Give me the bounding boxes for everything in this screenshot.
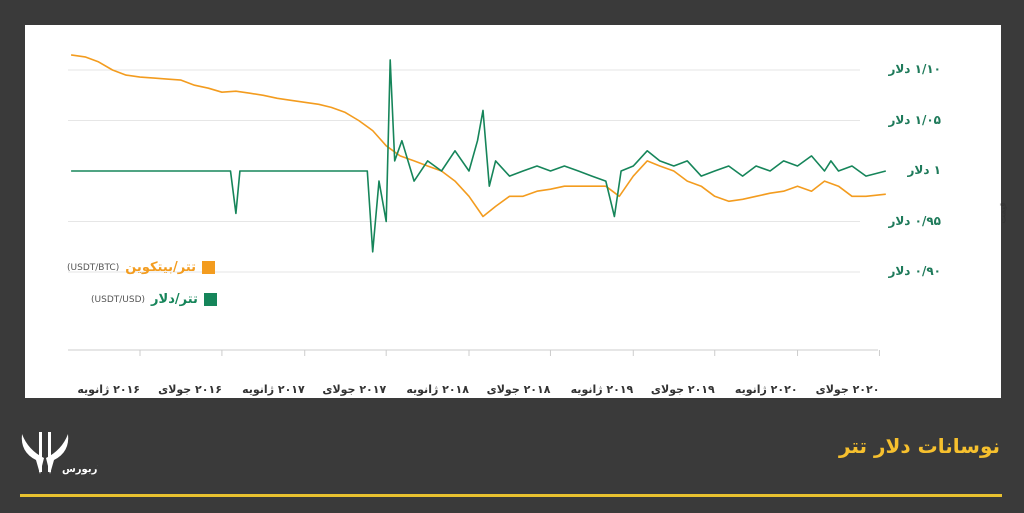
chart-panel: ۱/۱۰ دلار ۱/۰۵ دلار ۱ دلار ۰/۹۵ دلار ۰/۹۰ دل…	[25, 25, 1009, 398]
divider	[20, 494, 1002, 497]
legend-name: تتر/بیتکوین	[125, 260, 197, 275]
x-tick-label: ۲۰۱۸ ژانویه	[406, 383, 469, 396]
legend-code: (USDT/USD)	[91, 294, 146, 305]
series-line-usdt-btc	[70, 54, 886, 218]
legend-swatch	[203, 293, 217, 306]
legend-name: تتر/دلار	[151, 292, 198, 307]
x-tick-label: ۲۰۱۹ ژانویه	[570, 383, 634, 396]
line-chart	[68, 54, 886, 356]
y-tick-label: ۰/۹۵ دلار	[888, 213, 941, 228]
y-tick-label: ۱ دلار	[907, 163, 941, 177]
x-tick-label: ۲۰۲۰ ژانویه	[734, 383, 798, 396]
y-tick-label: ۰/۹۰ دلار	[888, 264, 941, 278]
y-axis-title: قیمت	[998, 202, 1009, 224]
legend-code: (USDT/BTC)	[67, 262, 120, 273]
x-tick-label: ۲۰۱۸ جولای	[486, 383, 551, 396]
x-tick-label: ۲۰۱۷ ژانویه	[242, 383, 305, 396]
x-tick-label: ۲۰۱۷ جولای	[322, 383, 387, 396]
x-tick-label: ۲۰۱۹ جولای	[650, 383, 715, 396]
x-tick-label: ۲۰۱۶ جولای	[158, 383, 222, 396]
bull-logo-icon: تالاربورس	[21, 432, 113, 475]
legend-swatch	[202, 261, 216, 274]
page-title: نوسانات دلار تتر	[838, 434, 1000, 458]
logo: تالاربورس	[18, 430, 113, 480]
y-tick-label: ۱/۱۰ دلار	[888, 62, 941, 76]
legend-item-usdt-btc: تتر/بیتکوین (USDT/BTC)	[67, 260, 216, 275]
legend-item-usdt-usd: تتر/دلار (USDT/USD)	[91, 292, 217, 307]
series-line-usdt-usd	[71, 59, 886, 253]
svg-text:تالاربورس: تالاربورس	[62, 464, 98, 475]
y-tick-label: ۱/۰۵ دلار	[888, 112, 941, 127]
x-tick-label: ۲۰۲۰ جولای	[815, 383, 880, 396]
x-tick-label: ۲۰۱۶ ژانویه	[77, 383, 140, 396]
